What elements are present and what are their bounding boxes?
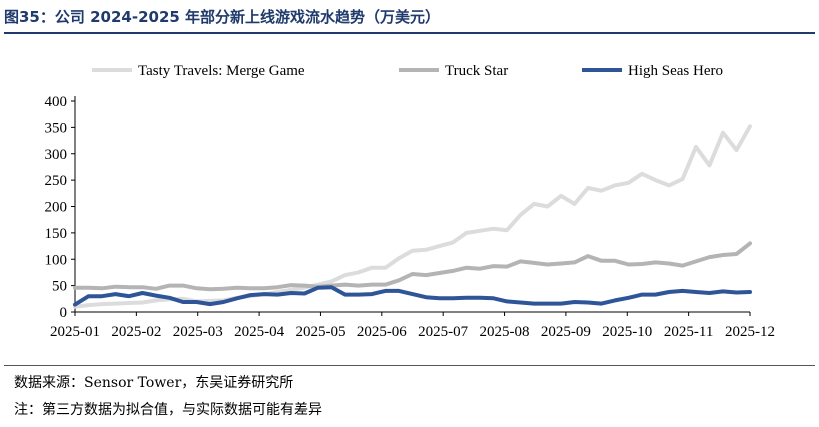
x-tick-label: 2025-01 — [50, 324, 100, 340]
legend-label-high-seas-hero: High Seas Hero — [628, 63, 723, 79]
y-tick-label: 300 — [45, 147, 68, 163]
y-axis: 0 50 100 150 200 250 300 350 400 — [45, 94, 76, 321]
x-tick-label: 2025-02 — [111, 324, 161, 340]
source-note: 数据来源：Sensor Tower，东吴证券研究所 — [14, 375, 294, 391]
legend-item-truck-star: Truck Star — [399, 63, 508, 79]
legend-item-tasty-travels: Tasty Travels: Merge Game — [92, 63, 305, 79]
y-tick-label: 100 — [45, 252, 68, 268]
line-chart: Tasty Travels: Merge Game Truck Star Hig… — [45, 63, 776, 340]
y-tick-label: 250 — [45, 173, 68, 189]
x-tick-label: 2025-07 — [418, 324, 468, 340]
x-tick-label: 2025-04 — [234, 324, 284, 340]
y-tick-label: 350 — [45, 120, 68, 136]
footer-rule — [4, 365, 815, 366]
figure-title: 图35：公司 2024-2025 年部分新上线游戏流水趋势（万美元） — [4, 8, 441, 26]
series-line-2 — [73, 285, 752, 307]
x-tick-label: 2025-09 — [541, 324, 591, 340]
series-line-1 — [73, 241, 752, 292]
legend-label-truck-star: Truck Star — [445, 63, 508, 79]
series-line-0 — [73, 124, 752, 309]
x-tick-label: 2025-03 — [173, 324, 223, 340]
y-tick-label: 150 — [45, 226, 68, 242]
x-tick-label: 2025-11 — [664, 324, 713, 340]
x-axis: 2025-01 2025-02 2025-03 2025-04 2025-05 2025-… — [50, 311, 775, 340]
legend-label-tasty-travels: Tasty Travels: Merge Game — [138, 63, 305, 79]
x-tick-label: 2025-05 — [295, 324, 345, 340]
y-tick-label: 50 — [52, 279, 67, 295]
y-tick-label: 0 — [60, 305, 68, 321]
y-tick-label: 400 — [45, 94, 68, 110]
series-lines — [73, 124, 752, 309]
x-tick-label: 2025-06 — [357, 324, 407, 340]
y-tick-label: 200 — [45, 200, 68, 216]
legend-item-high-seas-hero: High Seas Hero — [582, 63, 723, 79]
title-rule — [4, 32, 815, 34]
x-tick-label: 2025-12 — [725, 324, 775, 340]
x-tick-label: 2025-10 — [602, 324, 652, 340]
disclaimer-note: 注：第三方数据为拟合值，与实际数据可能有差异 — [14, 402, 322, 418]
x-tick-label: 2025-08 — [480, 324, 530, 340]
chart-legend: Tasty Travels: Merge Game Truck Star Hig… — [92, 63, 723, 79]
